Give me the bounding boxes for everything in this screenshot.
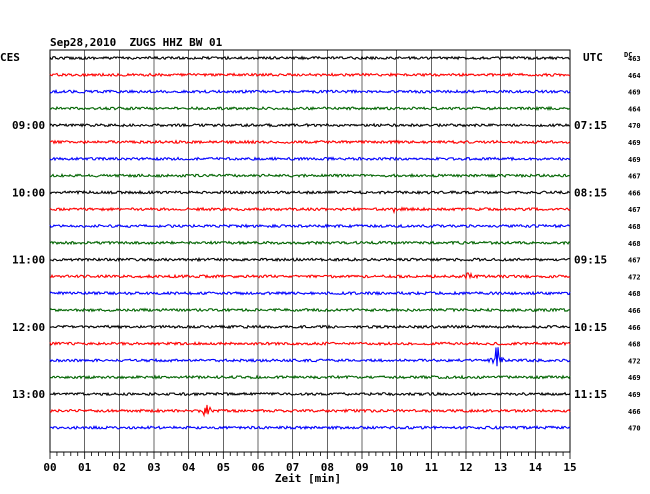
trace-19 (49, 374, 571, 380)
trace-2 (49, 88, 571, 95)
x-tick-label-02: 02 (113, 461, 126, 474)
dc-header: DC (624, 51, 632, 59)
dc-value-3: 464 (628, 105, 641, 113)
x-tick-label-13: 13 (494, 461, 507, 474)
hour-label-left-2: 11:00 (12, 254, 45, 267)
dc-value-15: 466 (628, 307, 641, 315)
dc-value-18: 472 (628, 357, 641, 365)
x-tick-label-01: 01 (78, 461, 92, 474)
dc-value-19: 469 (628, 374, 641, 382)
x-axis-label: Zeit [min] (275, 472, 341, 485)
trace-17 (49, 341, 571, 347)
trace-16 (49, 324, 571, 330)
hour-label-right-4: 11:15 (574, 388, 607, 401)
dc-value-12: 467 (628, 257, 641, 265)
trace-7 (49, 172, 571, 179)
x-tick-label-09: 09 (355, 461, 368, 474)
hour-label-right-3: 10:15 (574, 321, 607, 334)
dc-value-14: 468 (628, 290, 641, 298)
right-timezone-label: UTC (583, 51, 603, 64)
trace-15 (49, 307, 571, 313)
dc-value-17: 468 (628, 341, 641, 349)
hour-label-right-2: 09:15 (574, 254, 607, 267)
trace-8 (49, 189, 571, 196)
trace-11 (49, 240, 571, 246)
x-tick-label-15: 15 (563, 461, 576, 474)
trace-1 (49, 72, 571, 78)
dc-value-10: 468 (628, 223, 641, 231)
hour-labels-left: 09:00 10:00 11:00 12:00 13:00 (12, 119, 45, 401)
dc-value-6: 469 (628, 156, 641, 164)
trace-10 (49, 223, 571, 229)
x-tick-label-00: 00 (43, 461, 56, 474)
trace-22 (49, 425, 571, 431)
x-tick-label-14: 14 (529, 461, 543, 474)
hour-label-left-1: 10:00 (12, 186, 45, 199)
trace-21 (49, 404, 571, 418)
dc-value-labels: 463 464 469 464 470 469 469 467 466 467 468 468 467 4… (628, 55, 641, 433)
x-tick-label-03: 03 (147, 461, 160, 474)
dc-value-20: 469 (628, 391, 641, 399)
hour-label-right-0: 07:15 (574, 119, 607, 132)
dc-value-9: 467 (628, 206, 641, 214)
dc-value-4: 470 (628, 122, 641, 130)
x-tick-label-11: 11 (425, 461, 439, 474)
dc-value-1: 464 (628, 72, 641, 80)
plot-frame (49, 49, 571, 453)
minute-gridlines (84, 50, 536, 452)
trace-20 (49, 391, 571, 397)
hour-label-left-3: 12:00 (12, 321, 45, 334)
hour-label-left-4: 13:00 (12, 388, 45, 401)
hour-labels-right: 07:15 08:15 09:15 10:15 11:15 (574, 119, 607, 401)
dc-value-2: 469 (628, 89, 641, 97)
x-tick-label-10: 10 (390, 461, 403, 474)
trace-9 (49, 206, 571, 215)
x-tick-label-07: 07 (286, 461, 299, 474)
hour-label-left-0: 09:00 (12, 119, 45, 132)
x-tick-label-08: 08 (321, 461, 334, 474)
trace-lines (49, 55, 571, 431)
trace-14 (49, 290, 571, 296)
dc-value-22: 470 (628, 425, 641, 433)
trace-5 (49, 139, 571, 145)
dc-value-0: 463 (628, 55, 641, 63)
dc-value-16: 466 (628, 324, 641, 332)
x-axis: 00 01 02 03 04 05 06 07 08 09 10 11 12 13 14 15 (43, 452, 577, 474)
trace-12 (49, 256, 571, 263)
trace-0 (49, 55, 571, 61)
dc-value-7: 467 (628, 173, 641, 181)
trace-13 (49, 271, 571, 281)
x-tick-label-04: 04 (182, 461, 196, 474)
dc-value-5: 469 (628, 139, 641, 147)
trace-4 (49, 122, 571, 128)
dc-value-11: 468 (628, 240, 641, 248)
x-tick-label-12: 12 (459, 461, 472, 474)
hour-label-right-1: 08:15 (574, 186, 607, 199)
dc-value-8: 466 (628, 189, 641, 197)
chart-title: Sep28,2010 ZUGS HHZ BW 01 (50, 36, 223, 49)
trace-18 (49, 347, 571, 367)
dc-value-13: 472 (628, 273, 641, 281)
left-timezone-label: CES (0, 51, 20, 64)
dc-value-21: 466 (628, 408, 641, 416)
x-tick-label-05: 05 (217, 461, 230, 474)
trace-3 (49, 105, 571, 112)
trace-6 (49, 156, 571, 162)
x-tick-label-06: 06 (251, 461, 265, 474)
